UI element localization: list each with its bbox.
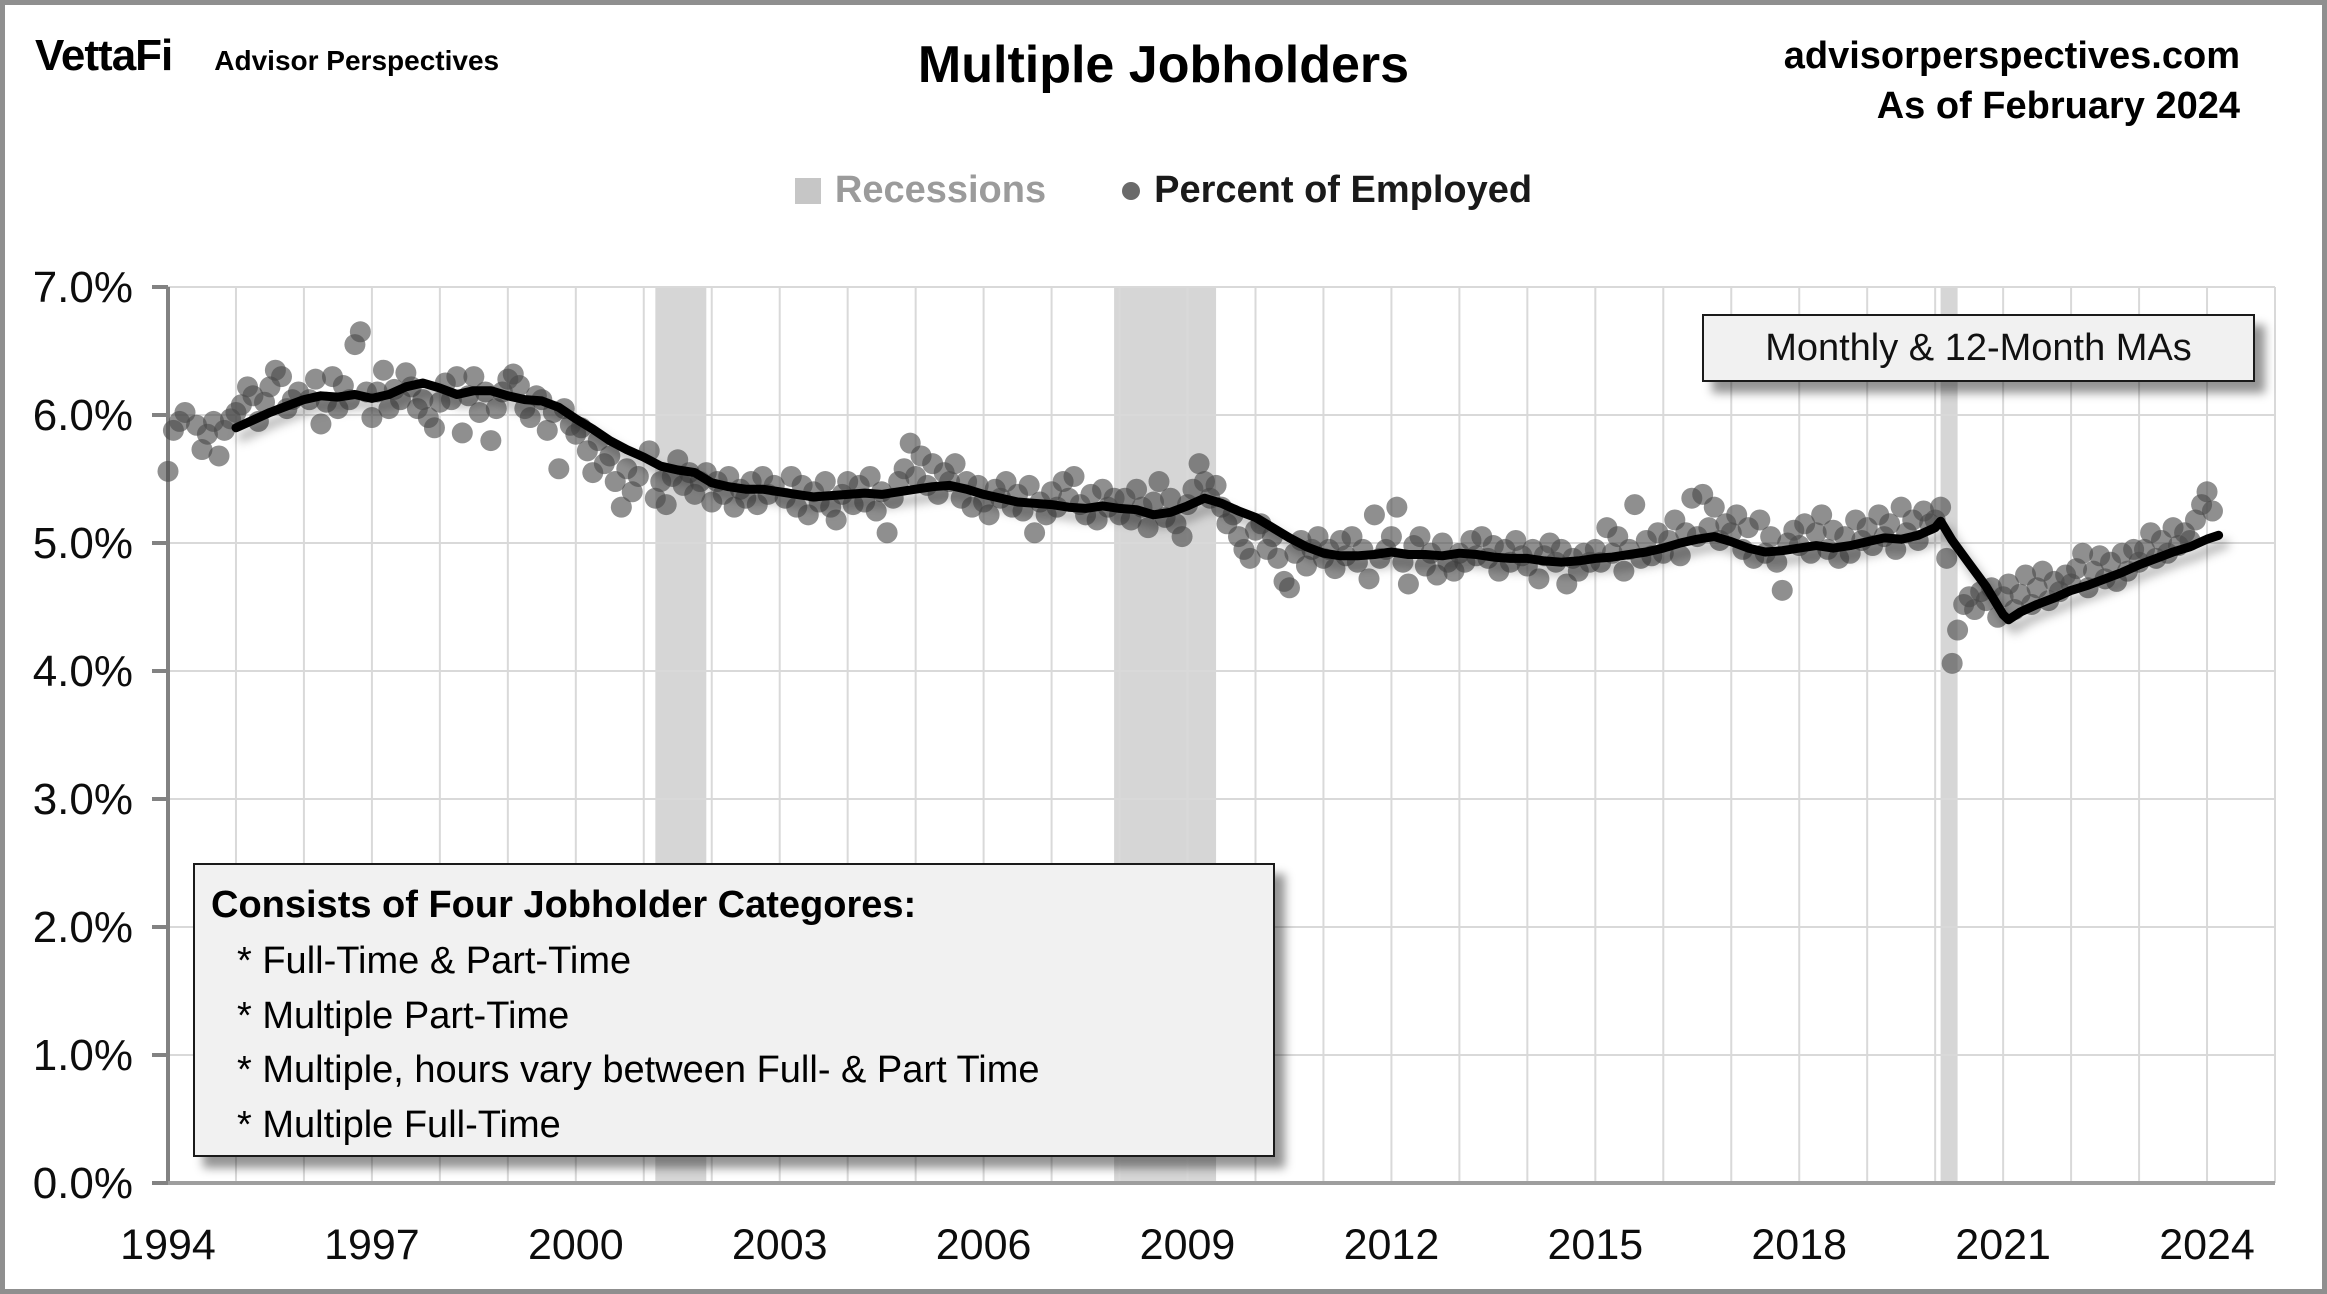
svg-text:2024: 2024 <box>2159 1221 2255 1269</box>
page-title: Multiple Jobholders <box>917 36 1410 94</box>
vettafi-logo-block: VettaFi Advisor Perspectives <box>35 31 499 81</box>
svg-text:2018: 2018 <box>1751 1221 1847 1269</box>
vettafi-logo: VettaFi <box>35 31 173 80</box>
as-of-date: As of February 2024 <box>1876 85 2240 128</box>
category-item: * Full-Time & Part-Time <box>237 940 632 982</box>
category-item: * Multiple Part-Time <box>237 994 570 1037</box>
svg-text:2.0%: 2.0% <box>33 903 133 952</box>
svg-text:1997: 1997 <box>324 1221 420 1269</box>
category-item: * Multiple, hours vary between Full- & P… <box>237 1049 1040 1092</box>
source-block: advisorperspectives.com As of February 2… <box>1784 31 2240 131</box>
svg-text:3.0%: 3.0% <box>33 775 133 824</box>
svg-text:0.0%: 0.0% <box>33 1159 133 1208</box>
svg-text:7.0%: 7.0% <box>33 263 133 312</box>
svg-text:2000: 2000 <box>528 1221 624 1269</box>
category-item: * Multiple Full-Time <box>237 1104 561 1147</box>
categories-box-title: Consists of Four Jobholder Categores: <box>211 884 917 926</box>
svg-text:1.0%: 1.0% <box>33 1031 133 1080</box>
source-site: advisorperspectives.com <box>1783 35 2240 77</box>
legend-employed-label: Percent of Employed <box>1154 169 1533 211</box>
svg-text:2009: 2009 <box>1140 1221 1236 1269</box>
svg-text:1994: 1994 <box>120 1221 216 1269</box>
legend-recessions-label: Recessions <box>834 169 1047 211</box>
advisor-perspectives-label: Advisor Perspectives <box>214 45 500 76</box>
chart-legend: Recessions Percent of Employed <box>5 169 2322 212</box>
svg-text:6.0%: 6.0% <box>33 391 133 440</box>
svg-text:2006: 2006 <box>936 1221 1032 1269</box>
svg-text:2003: 2003 <box>732 1221 828 1269</box>
categories-annotation-box: Consists of Four Jobholder Categores: * … <box>193 863 1275 1157</box>
ma-annotation-text: Monthly & 12-Month MAs <box>1765 326 2192 369</box>
svg-text:2015: 2015 <box>1547 1221 1643 1269</box>
ma-annotation-box: Monthly & 12-Month MAs <box>1702 314 2255 382</box>
legend-item-percent-employed: Percent of Employed <box>1122 169 1532 212</box>
svg-text:4.0%: 4.0% <box>33 647 133 696</box>
x-axis-labels: 1994 1997 2000 2003 2006 2009 2012 2015 2018 2021… <box>120 1221 2255 1269</box>
svg-text:2021: 2021 <box>1955 1221 2051 1269</box>
scatter-dot-swatch-icon <box>1122 181 1141 200</box>
legend-item-recessions: Recessions <box>794 169 1047 212</box>
moving-average-line <box>231 378 2224 625</box>
y-axis-labels: 0.0% 1.0% 2.0% 3.0% 4.0% 5.0% 6.0% 7.0% <box>33 263 133 1208</box>
svg-text:2012: 2012 <box>1344 1221 1440 1269</box>
recession-swatch-icon <box>794 177 821 204</box>
svg-text:5.0%: 5.0% <box>33 519 133 568</box>
